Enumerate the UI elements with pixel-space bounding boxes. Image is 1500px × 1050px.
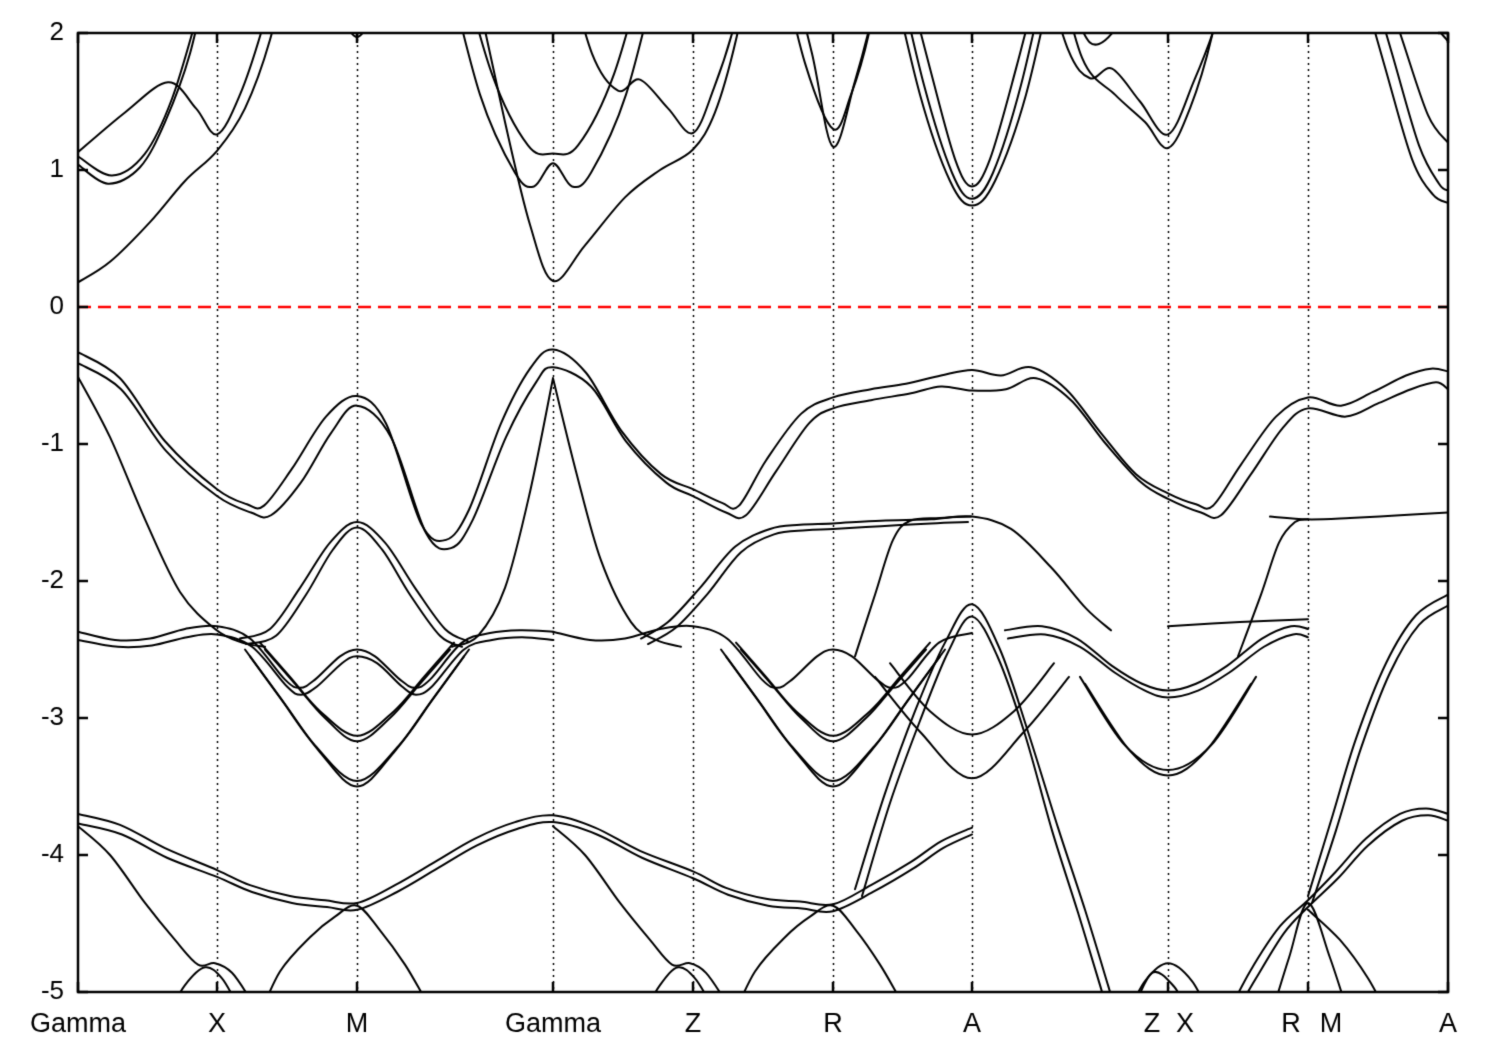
- band-structure-figure: [0, 0, 1500, 1050]
- band-structure-canvas: [0, 0, 1500, 1050]
